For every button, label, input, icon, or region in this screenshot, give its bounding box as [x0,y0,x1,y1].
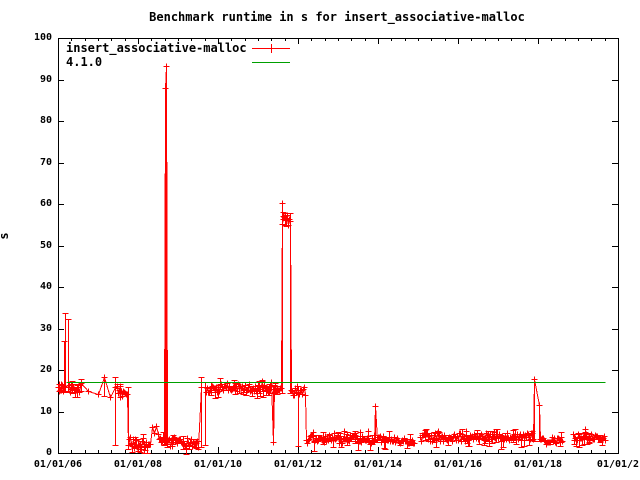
x-tick-label: 01/01/16 [433,459,483,470]
x-tick-label: 01/01/08 [113,459,163,470]
legend-item-series: insert_associative-malloc [66,41,291,55]
x-tick-label: 01/01/06 [33,459,83,470]
y-tick-label: 100 [33,32,52,43]
x-tick-label: 01/01/2 [596,459,640,470]
y-tick-label: 20 [39,364,52,375]
y-tick-label: 30 [39,322,52,334]
y-tick-label: 0 [45,447,52,458]
x-tick-label: 01/01/14 [353,459,403,470]
green-line-sample-icon [252,61,290,63]
y-tick-label: 40 [39,281,52,292]
x-tick-label: 01/01/10 [193,459,243,470]
runtime-series-markers [55,63,609,453]
y-tick-label: 70 [39,156,52,168]
y-tick-label: 50 [39,239,52,251]
x-tick-label: 01/01/12 [273,459,323,470]
runtime-series-line [58,66,606,451]
y-tick-label: 10 [39,405,52,417]
y-tick-label: 60 [39,198,52,209]
chart-title: Benchmark runtime in s for insert_associ… [149,10,525,24]
legend-label-baseline: 4.1.0 [66,55,103,69]
y-tick-label: 90 [39,73,52,85]
runtime-series-errorbars [61,66,606,455]
red-errorbar-sample-icon [252,43,290,53]
legend-label-series: insert_associative-malloc [66,41,247,55]
x-tick-label: 01/01/18 [513,459,563,470]
legend: insert_associative-malloc 4.1.0 [66,41,291,69]
y-tick-label: 80 [39,115,52,126]
legend-item-baseline: 4.1.0 [66,55,291,69]
